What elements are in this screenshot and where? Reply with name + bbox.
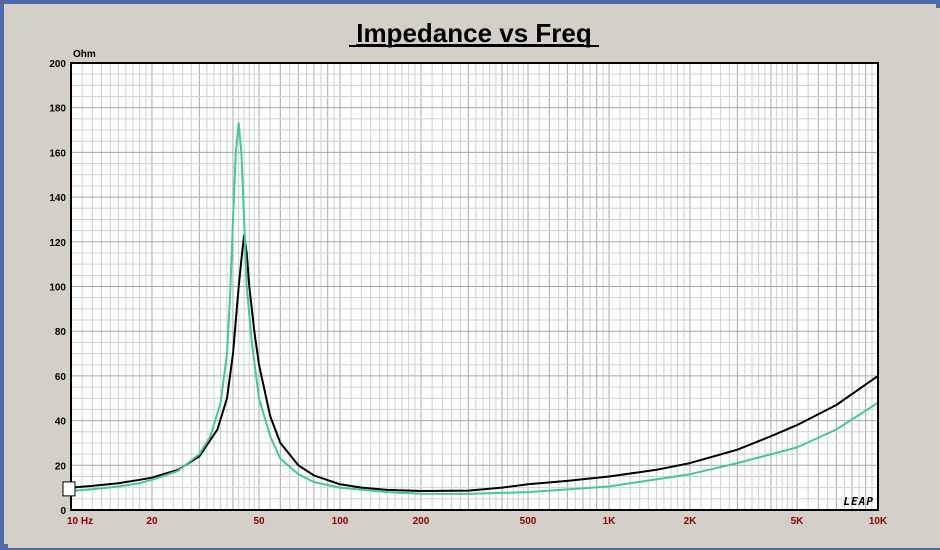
y-tick-label: 200 (49, 59, 66, 70)
y-tick-label: 0 (60, 506, 66, 517)
x-tick-label: 50 (253, 516, 265, 527)
x-tick-label: 1K (603, 516, 617, 527)
series-line-2 (70, 122, 879, 495)
y-tick-label: 100 (49, 283, 66, 294)
y-tick-label: 80 (55, 327, 67, 338)
x-tick-label: 500 (520, 516, 537, 527)
x-tick-label: 100 (332, 516, 349, 527)
y-tick-label: 160 (49, 148, 66, 159)
x-tick-label: 10K (869, 516, 888, 527)
x-tick-label: 20 (146, 516, 158, 527)
origin-marker-icon (62, 481, 76, 497)
x-tick-label: 200 (413, 516, 430, 527)
chart-panel: 0 20 40 60 80 100 120 140 160 180 200 10 Hz 20 50 100 2… (8, 8, 940, 548)
x-tick-label: 5K (791, 516, 805, 527)
impedance-chart: 0 20 40 60 80 100 120 140 160 180 200 10 Hz 20 50 100 2… (49, 18, 888, 527)
y-tick-label: 120 (49, 238, 66, 249)
x-tick-label: 2K (684, 516, 698, 527)
y-tick-label: 180 (49, 104, 66, 115)
plot-border (70, 62, 879, 511)
leap-watermark: LEAP (844, 495, 875, 508)
x-tick-label: 10 Hz (67, 516, 93, 527)
chart-title: Impedance vs Freq (356, 18, 592, 48)
y-tick-label: 40 (55, 417, 67, 428)
y-tick-label: 20 (55, 461, 67, 472)
series-line-1 (70, 234, 879, 492)
y-tick-label: 60 (55, 372, 67, 383)
y-axis-label: Ohm (73, 49, 96, 60)
y-tick-label: 140 (49, 193, 66, 204)
